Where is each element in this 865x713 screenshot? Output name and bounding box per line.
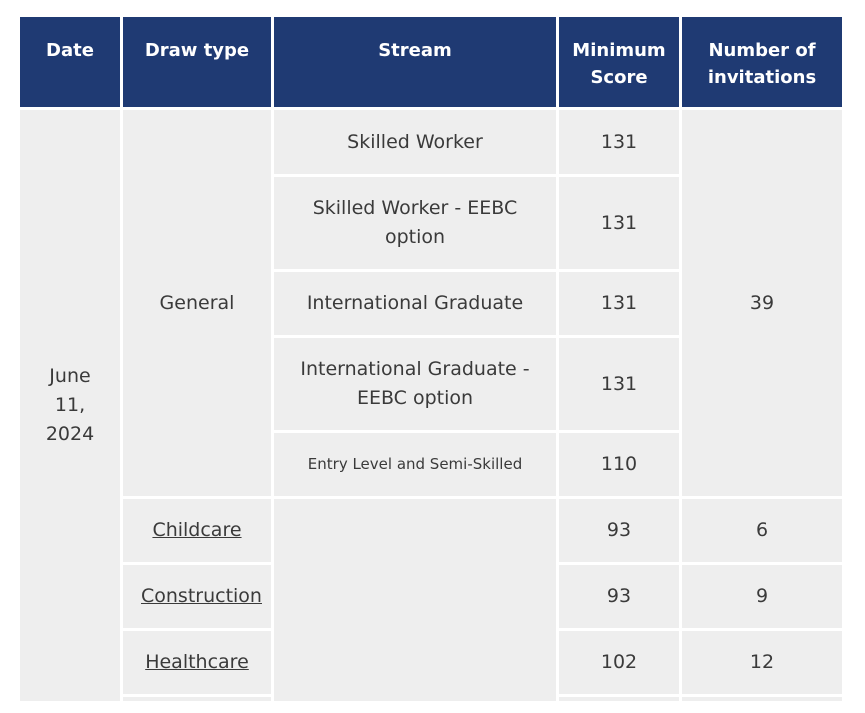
partial-cell [559, 697, 679, 701]
date-cell: June 11, 2024 [20, 110, 120, 701]
date-line1: June [49, 365, 91, 387]
score-cell: 131 [559, 338, 679, 430]
draw-type-construction[interactable]: Construction [123, 565, 271, 628]
draw-type-healthcare[interactable]: Healthcare [123, 631, 271, 694]
table-row: International Graduate - EEBC option 131 [20, 338, 842, 430]
stream-cell: International Graduate [274, 272, 556, 335]
score-cell: 93 [559, 565, 679, 628]
childcare-link[interactable]: Childcare [152, 519, 242, 541]
table-row: Construction 93 9 [20, 565, 842, 628]
stream-line2: EEBC option [356, 387, 474, 409]
table-row: Entry Level and Semi-Skilled 110 [20, 433, 842, 496]
invitations-cell: 9 [682, 565, 842, 628]
partial-cell [682, 697, 842, 701]
header-number-of-invitations: Number of invitations [682, 17, 842, 107]
header-date: Date [20, 17, 120, 107]
header-minimum-score-line2: Score [590, 67, 648, 88]
stream-line1: Skilled Worker - EEBC [312, 197, 518, 219]
header-invitations-line1: Number of [708, 40, 816, 61]
stream-line1: International Graduate - [300, 358, 530, 380]
score-cell: 131 [559, 177, 679, 269]
header-row: Date Draw type Stream Minimum Score Numb… [20, 17, 842, 107]
construction-link[interactable]: Construction [141, 585, 262, 607]
table-row: International Graduate 131 [20, 272, 842, 335]
stream-cell: International Graduate - EEBC option [274, 338, 556, 430]
draw-type-general: General [123, 110, 271, 496]
header-stream: Stream [274, 17, 556, 107]
table-row: June 11, 2024 General Skilled Worker 131… [20, 110, 842, 701]
invitations-general: 39 [682, 110, 842, 496]
table-row-partial [20, 697, 842, 701]
header-invitations-line2: invitations [707, 67, 817, 88]
header-draw-type: Draw type [123, 17, 271, 107]
partial-cell [123, 697, 271, 701]
header-minimum-score: Minimum Score [559, 17, 679, 107]
score-cell: 110 [559, 433, 679, 496]
stream-empty-cell [274, 499, 556, 701]
score-cell: 131 [559, 110, 679, 174]
invitations-cell: 12 [682, 631, 842, 694]
score-cell: 93 [559, 499, 679, 562]
healthcare-link[interactable]: Healthcare [145, 651, 249, 673]
score-cell: 131 [559, 272, 679, 335]
header-minimum-score-line1: Minimum [572, 40, 666, 61]
stream-cell: Skilled Worker - EEBC option [274, 177, 556, 269]
invitations-cell: 6 [682, 499, 842, 562]
draw-type-childcare[interactable]: Childcare [123, 499, 271, 562]
date-line2: 11, [54, 394, 86, 416]
stream-line2: option [384, 226, 446, 248]
stream-cell: Entry Level and Semi-Skilled [274, 433, 556, 496]
table-row: Childcare 93 6 [20, 499, 842, 701]
score-cell: 102 [559, 631, 679, 694]
date-line3: 2024 [45, 423, 95, 445]
table-row: Skilled Worker - EEBC option 131 [20, 177, 842, 269]
invitation-draws-table: Date Draw type Stream Minimum Score Numb… [17, 14, 845, 704]
table-row: Healthcare 102 12 [20, 631, 842, 694]
stream-cell: Skilled Worker [274, 110, 556, 174]
